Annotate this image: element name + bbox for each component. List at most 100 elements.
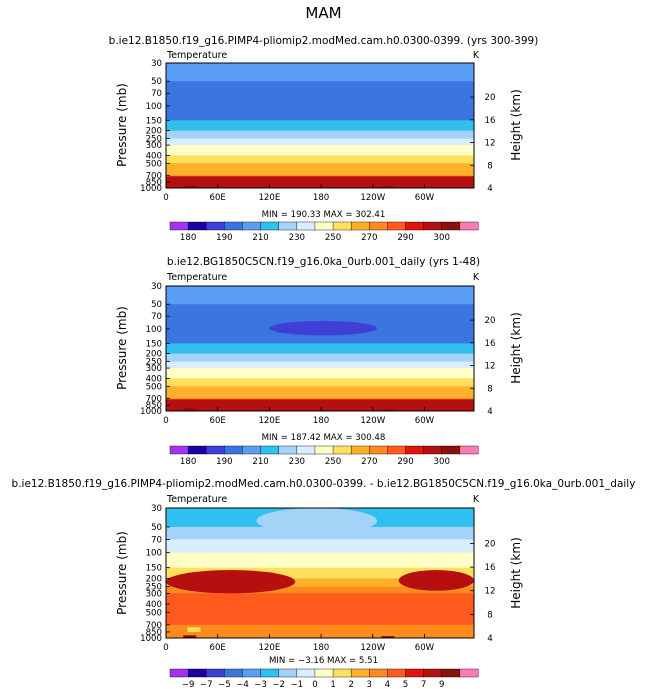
colorbar-label: −3 xyxy=(254,680,267,689)
colorbar-swatch xyxy=(405,668,425,678)
height-tick-label: 20 xyxy=(485,316,496,326)
y-tick-label: 400 xyxy=(146,600,162,610)
panel-1-colorbar: 180 190 210 230 250 270 290 300 xyxy=(169,221,479,243)
colorbar-swatch xyxy=(332,668,352,678)
y-tick-label: 50 xyxy=(151,300,162,310)
x-tick-label: 60E xyxy=(210,193,226,203)
y-tick-label: 250 xyxy=(146,583,162,593)
contour-feature xyxy=(269,320,378,336)
y-tick-label: 300 xyxy=(146,589,162,599)
colorbar-swatch xyxy=(387,221,407,231)
colorbar-label: −2 xyxy=(272,680,285,689)
y-tick-label: 250 xyxy=(146,135,162,145)
x-tick-label: 120W xyxy=(360,643,385,653)
y-tick-label: 500 xyxy=(146,159,162,169)
contour-band xyxy=(166,361,474,369)
colorbar-swatch xyxy=(369,445,388,455)
contour-band xyxy=(166,163,474,176)
height-tick-label: 8 xyxy=(487,610,492,620)
colorbar-swatch xyxy=(278,221,298,231)
colorbar-label: 290 xyxy=(397,457,413,467)
colorbar-swatch xyxy=(187,668,207,678)
y-tick-label: 70 xyxy=(151,312,162,322)
x-tick-label: 60W xyxy=(415,193,435,203)
colorbar-swatch xyxy=(423,221,443,231)
y-tick-label: 200 xyxy=(146,574,162,584)
y-tick-label: 150 xyxy=(146,339,162,349)
colorbar-swatch xyxy=(296,668,316,678)
x-tick-label: 120E xyxy=(258,643,280,653)
panel-2: b.ie12.BG1850C5CN.f19_g16.0ka_0urb.001_d… xyxy=(115,256,523,467)
contour-band xyxy=(166,604,474,613)
colorbar-label: 5 xyxy=(403,680,408,689)
contour-feature xyxy=(183,635,197,638)
contour-feature xyxy=(187,627,201,632)
contour-band xyxy=(166,612,474,626)
contour-feature xyxy=(166,570,296,594)
colorbar-swatch xyxy=(224,445,243,455)
panel-3-unit: K xyxy=(473,494,480,505)
x-tick-label: 180 xyxy=(313,416,329,426)
colorbar-label: 0 xyxy=(312,680,317,689)
panel-3-ylabel: Pressure (mb) xyxy=(115,531,129,615)
colorbar-swatch xyxy=(350,668,370,678)
panel-2-title: b.ie12.BG1850C5CN.f19_g16.0ka_0urb.001_d… xyxy=(167,256,480,268)
contour-band xyxy=(166,81,474,107)
y-tick-label: 70 xyxy=(151,535,162,545)
contour-band xyxy=(166,539,474,554)
colorbar-swatch xyxy=(169,445,189,455)
contour-band xyxy=(166,624,474,633)
y-tick-label: 850 xyxy=(146,628,162,638)
y-tick-label: 400 xyxy=(146,374,162,384)
x-tick-label: 60E xyxy=(210,416,226,426)
panel-2-field xyxy=(166,286,474,411)
panel-1-ylabel-right: Height (km) xyxy=(509,89,523,160)
y-tick-label: 850 xyxy=(146,178,162,188)
contour-feature xyxy=(166,399,474,411)
colorbar-label: −7 xyxy=(200,680,213,689)
colorbar-swatch xyxy=(260,445,280,455)
panel-2-colorbar: 180 190 210 230 250 270 290 300 xyxy=(169,445,479,467)
panel-1-title: b.ie12.B1850.f19_g16.PIMP4-pliomip2.modM… xyxy=(109,35,539,47)
y-tick-label: 1000 xyxy=(140,184,162,194)
height-tick-label: 16 xyxy=(485,116,496,126)
colorbar-swatch xyxy=(459,221,479,231)
colorbar-swatch xyxy=(459,668,479,678)
x-tick-label: 180 xyxy=(313,193,329,203)
colorbar-swatch xyxy=(332,445,352,455)
panel-2-ylabel-right: Height (km) xyxy=(509,312,523,383)
y-tick-label: 150 xyxy=(146,116,162,126)
y-tick-label: 500 xyxy=(146,608,162,618)
contour-band xyxy=(166,552,474,569)
colorbar-swatch xyxy=(278,668,298,678)
colorbar-swatch xyxy=(441,668,461,678)
contour-band xyxy=(166,328,474,344)
colorbar-swatch xyxy=(242,668,262,678)
colorbar-label: 270 xyxy=(361,233,377,243)
colorbar-swatch xyxy=(296,445,316,455)
x-tick-label: 120W xyxy=(360,416,385,426)
panel-1: b.ie12.B1850.f19_g16.PIMP4-pliomip2.modM… xyxy=(109,35,539,243)
y-tick-label: 1000 xyxy=(140,407,162,417)
contour-band xyxy=(166,343,474,355)
contour-band xyxy=(166,138,474,146)
contour-band xyxy=(166,586,474,594)
contour-band xyxy=(166,286,474,305)
contour-band xyxy=(166,105,474,121)
x-tick-label: 0 xyxy=(163,193,168,203)
y-tick-label: 100 xyxy=(146,549,162,559)
colorbar-swatch xyxy=(423,668,443,678)
panel-2-ylabel: Pressure (mb) xyxy=(115,306,129,390)
contour-feature xyxy=(166,176,474,188)
y-tick-label: 30 xyxy=(151,504,162,514)
colorbar-swatch xyxy=(206,445,225,455)
colorbar-label: −9 xyxy=(182,680,195,689)
colorbar-swatch xyxy=(260,221,280,231)
panel-3-ylabel-right: Height (km) xyxy=(509,537,523,608)
y-tick-label: 150 xyxy=(146,564,162,574)
x-tick-label: 0 xyxy=(163,643,168,653)
colorbar-label: 230 xyxy=(289,233,305,243)
y-tick-label: 200 xyxy=(146,350,162,360)
panel-2-stats: MIN = 187.42 MAX = 300.48 xyxy=(262,433,386,443)
colorbar-label: 210 xyxy=(252,457,268,467)
